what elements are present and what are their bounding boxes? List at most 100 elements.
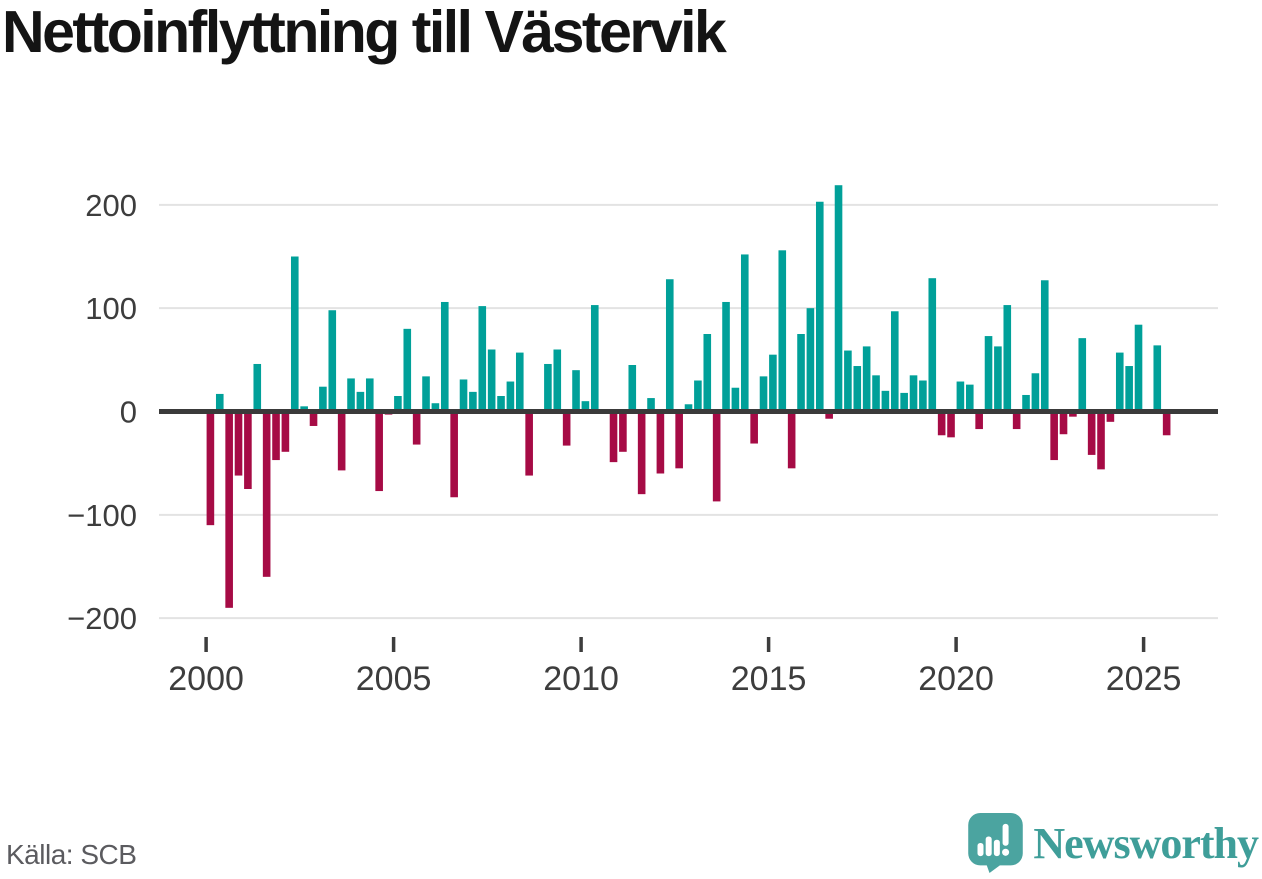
bar [619, 411, 627, 452]
bar [1022, 394, 1030, 412]
bar [272, 411, 280, 461]
bar [778, 250, 787, 412]
bar [319, 386, 327, 412]
bar [740, 254, 749, 412]
bar [412, 411, 421, 445]
bar [281, 411, 290, 452]
bar [1040, 280, 1049, 412]
bar [422, 376, 430, 412]
bar [394, 396, 402, 412]
bar [1069, 411, 1077, 417]
bar [1031, 373, 1040, 412]
bar [797, 334, 805, 412]
bar [469, 391, 477, 412]
bar [1153, 345, 1162, 412]
bar [637, 411, 646, 495]
bar [244, 411, 252, 489]
bar [328, 310, 337, 412]
bar [290, 256, 299, 412]
bar [947, 411, 955, 438]
bar [450, 411, 458, 498]
bar [337, 411, 346, 471]
bar [497, 396, 505, 412]
x-tick-label: 2025 [1106, 660, 1182, 698]
bar [309, 411, 318, 426]
x-tick-label: 2010 [543, 660, 619, 698]
bar [975, 411, 983, 430]
y-tick-label: 100 [85, 291, 137, 326]
bar [919, 380, 927, 412]
bar [440, 301, 449, 412]
bar [487, 349, 496, 412]
y-tick-label: 200 [85, 188, 137, 223]
source-caption: Källa: SCB [6, 839, 137, 870]
bar [544, 363, 552, 412]
bar [881, 390, 890, 412]
x-tick-label: 2020 [918, 660, 994, 698]
page-title: Nettoinflyttning till Västervik [2, 0, 727, 65]
bar [928, 278, 937, 412]
mini-bar-1 [977, 843, 984, 857]
bar [815, 201, 824, 412]
bar [1106, 411, 1115, 422]
bar [553, 349, 562, 412]
bar [572, 370, 580, 412]
bar [872, 375, 880, 412]
bar [909, 375, 918, 412]
bar [722, 301, 730, 412]
bar [206, 411, 215, 526]
bar [750, 411, 758, 444]
bar [506, 381, 515, 412]
bar [262, 411, 271, 577]
bar [215, 393, 224, 412]
bar [365, 378, 374, 412]
bar [1097, 411, 1105, 470]
bar [694, 380, 702, 412]
x-tick-label: 2015 [731, 660, 807, 698]
bar [525, 411, 533, 476]
bar [253, 363, 262, 412]
bar [1115, 352, 1124, 412]
bar [356, 391, 365, 412]
bar [1012, 411, 1021, 430]
mini-bar-3 [994, 839, 1001, 857]
bar [1050, 411, 1058, 461]
bar [937, 411, 946, 436]
bar [609, 411, 618, 463]
bar [1078, 338, 1087, 412]
bar [581, 401, 590, 412]
bar [1125, 366, 1133, 412]
bar [628, 365, 637, 412]
bar [225, 411, 233, 608]
bar [1162, 411, 1171, 436]
bar [675, 411, 683, 469]
bar [787, 411, 796, 469]
newsworthy-logo: Newsworthy [968, 813, 1259, 873]
bar-chart-pin-icon [968, 813, 1024, 873]
bar [844, 350, 852, 412]
bar [1059, 411, 1068, 435]
bar [759, 376, 768, 412]
bar [375, 411, 383, 492]
y-tick-label: 0 [120, 395, 137, 430]
bar [478, 306, 487, 412]
exclamation-bar [1002, 823, 1009, 846]
bar [300, 406, 308, 412]
bar [956, 381, 965, 412]
bar [806, 308, 815, 412]
x-tick-label: 2000 [168, 660, 244, 698]
bar [347, 378, 355, 412]
bar [994, 346, 1002, 412]
bar [684, 404, 693, 412]
bar [431, 403, 440, 412]
bar [984, 336, 993, 412]
bar [1087, 411, 1096, 455]
bar [1134, 324, 1143, 412]
bar [769, 354, 777, 412]
bar [656, 411, 665, 474]
y-tick-label: −100 [67, 498, 137, 533]
bar [853, 366, 862, 412]
bar [1003, 305, 1012, 412]
